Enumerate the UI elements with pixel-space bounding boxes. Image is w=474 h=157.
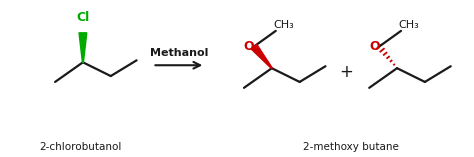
Text: 2-chlorobutanol: 2-chlorobutanol — [40, 142, 122, 152]
Text: +: + — [339, 63, 353, 81]
Text: O: O — [369, 40, 380, 53]
Text: O: O — [244, 40, 254, 53]
Polygon shape — [251, 44, 272, 68]
Text: Cl: Cl — [76, 11, 90, 24]
Text: CH₃: CH₃ — [273, 20, 294, 30]
Polygon shape — [79, 33, 87, 62]
Text: Methanol: Methanol — [150, 49, 208, 58]
Text: CH₃: CH₃ — [399, 20, 419, 30]
Text: 2-methoxy butane: 2-methoxy butane — [303, 142, 399, 152]
